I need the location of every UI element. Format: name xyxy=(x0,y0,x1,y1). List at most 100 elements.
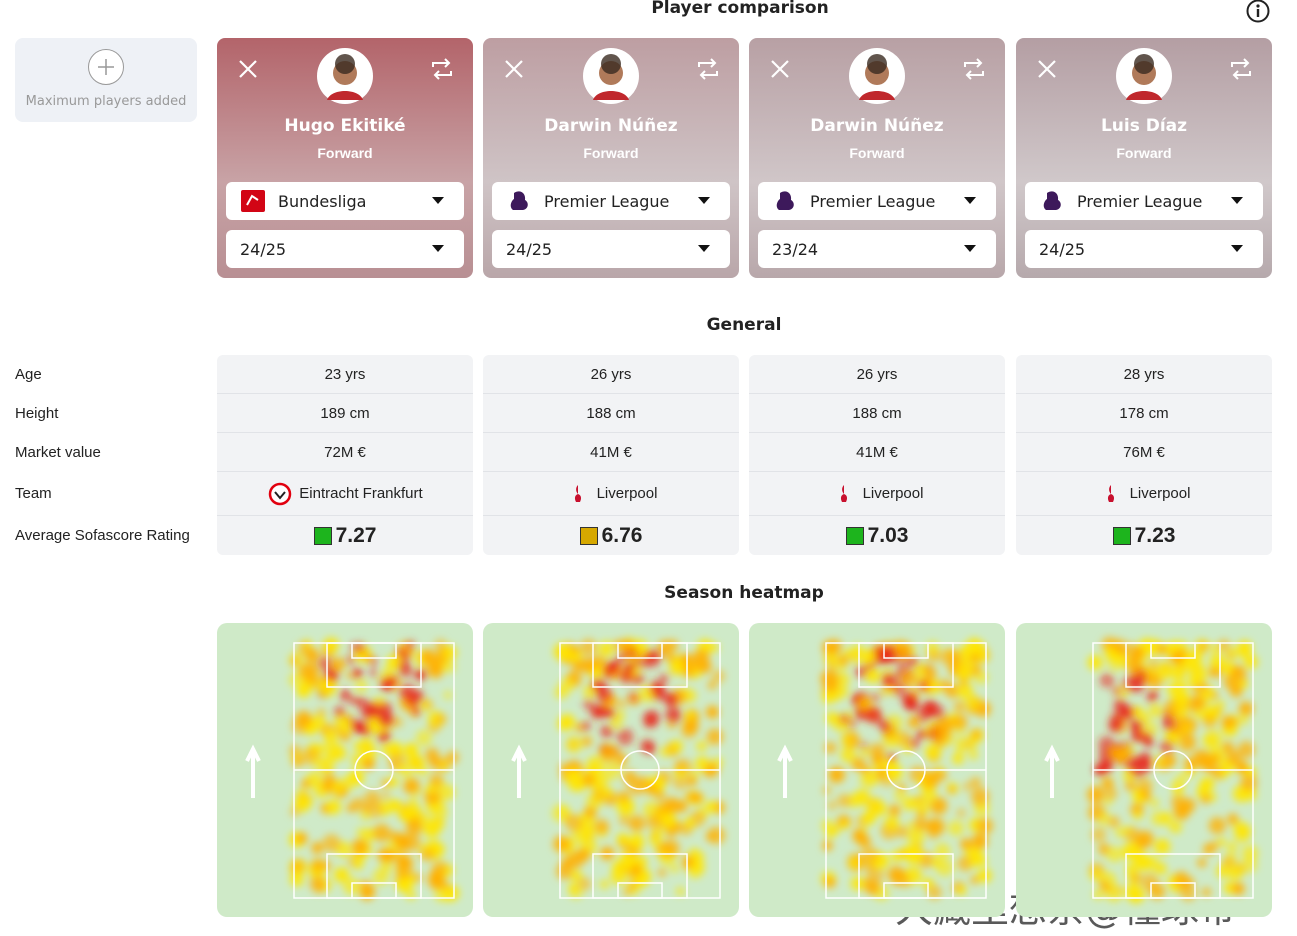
row-label: Team xyxy=(15,485,52,502)
remove-button[interactable] xyxy=(237,58,259,80)
remove-button[interactable] xyxy=(1036,58,1058,80)
league-logo xyxy=(510,191,528,210)
remove-button[interactable] xyxy=(503,58,525,80)
swap-button[interactable] xyxy=(429,56,455,82)
league-logo xyxy=(241,190,265,212)
stat-value: 41M € xyxy=(856,443,898,461)
stat-value: 23 yrs xyxy=(324,365,366,383)
league-logo xyxy=(776,191,794,210)
dropdown-arrow xyxy=(432,245,444,252)
season-label: 23/24 xyxy=(772,239,819,259)
dropdown-arrow xyxy=(964,197,976,204)
stat-cell: 26 yrs xyxy=(483,355,739,394)
stat-value: Liverpool xyxy=(1129,485,1191,502)
player-name: Luis Díaz xyxy=(1100,116,1188,136)
league-name: Premier League xyxy=(544,191,670,211)
stat-value: 76M € xyxy=(1123,443,1165,461)
season-label: 24/25 xyxy=(506,239,553,259)
league-name: Premier League xyxy=(1077,191,1203,211)
rating-value: 6.76 xyxy=(601,523,643,547)
stat-value: 26 yrs xyxy=(590,365,632,383)
team-logo xyxy=(269,482,292,505)
swap-button[interactable] xyxy=(961,56,987,82)
stat-cell: 72M € xyxy=(217,433,473,472)
stat-value: 41M € xyxy=(590,443,632,461)
stat-cell: Liverpool xyxy=(483,472,739,516)
player-card: Hugo Ekitiké Forward Bundesliga 24/25 xyxy=(217,38,473,278)
stat-value: 28 yrs xyxy=(1123,365,1165,383)
season-label: 24/25 xyxy=(1039,239,1086,259)
heatmap-title: Season heatmap xyxy=(664,583,824,603)
stat-cell: 188 cm xyxy=(749,394,1005,433)
stat-value: 26 yrs xyxy=(856,365,898,383)
stat-cell: 23 yrs xyxy=(217,355,473,394)
stat-cell: Eintracht Frankfurt xyxy=(217,472,473,516)
season-dropdown[interactable]: 23/24 xyxy=(758,230,996,268)
stat-cell: 76M € xyxy=(1016,433,1272,472)
rating-value: 7.23 xyxy=(1134,523,1176,547)
heatmap xyxy=(1016,623,1272,917)
league-dropdown[interactable]: Bundesliga xyxy=(226,182,464,220)
league-dropdown[interactable]: Premier League xyxy=(492,182,730,220)
stat-cell: 41M € xyxy=(749,433,1005,472)
stat-cell: 7.03 xyxy=(749,516,1005,555)
dropdown-arrow xyxy=(698,197,710,204)
swap-button[interactable] xyxy=(695,56,721,82)
stat-cell: Liverpool xyxy=(1016,472,1272,516)
season-dropdown[interactable]: 24/25 xyxy=(1025,230,1263,268)
player-card: Darwin Núñez Forward Premier League 23/24 xyxy=(749,38,1005,278)
player-avatar xyxy=(583,48,639,104)
row-label: Age xyxy=(15,366,42,383)
add-slot-label: Maximum players added xyxy=(25,94,187,109)
dropdown-arrow xyxy=(964,245,976,252)
stat-cell: Liverpool xyxy=(749,472,1005,516)
dropdown-arrow xyxy=(432,197,444,204)
stat-cell: 178 cm xyxy=(1016,394,1272,433)
stat-cell: 7.23 xyxy=(1016,516,1272,555)
stat-value: Liverpool xyxy=(596,485,658,502)
player-card: Luis Díaz Forward Premier League 24/25 xyxy=(1016,38,1272,278)
team-logo xyxy=(840,484,847,502)
league-logo xyxy=(1043,191,1061,210)
player-avatar xyxy=(1116,48,1172,104)
stat-value: Eintracht Frankfurt xyxy=(299,485,423,502)
rating-badge xyxy=(313,526,332,545)
player-position: Forward xyxy=(317,145,373,161)
stat-value: Liverpool xyxy=(862,485,924,502)
rating-badge xyxy=(579,526,598,545)
heatmap xyxy=(217,623,473,917)
add-player-slot[interactable]: Maximum players added xyxy=(15,38,197,122)
dropdown-arrow xyxy=(698,245,710,252)
dropdown-arrow xyxy=(1231,245,1243,252)
rating-badge xyxy=(1112,526,1131,545)
swap-button[interactable] xyxy=(1228,56,1254,82)
stat-value: 72M € xyxy=(324,443,366,461)
player-name: Darwin Núñez xyxy=(544,116,678,136)
player-position: Forward xyxy=(849,145,905,161)
stat-value: 188 cm xyxy=(852,404,902,422)
player-name: Hugo Ekitiké xyxy=(284,116,406,136)
season-dropdown[interactable]: 24/25 xyxy=(226,230,464,268)
add-icon xyxy=(88,49,124,85)
stat-cell: 41M € xyxy=(483,433,739,472)
league-dropdown[interactable]: Premier League xyxy=(1025,182,1263,220)
rating-value: 7.27 xyxy=(335,523,377,547)
league-dropdown[interactable]: Premier League xyxy=(758,182,996,220)
remove-button[interactable] xyxy=(769,58,791,80)
league-name: Bundesliga xyxy=(278,191,367,211)
season-dropdown[interactable]: 24/25 xyxy=(492,230,730,268)
stat-value: 189 cm xyxy=(320,404,370,422)
stat-cell: 6.76 xyxy=(483,516,739,555)
info-button[interactable] xyxy=(1245,0,1271,24)
player-card: Darwin Núñez Forward Premier League 24/25 xyxy=(483,38,739,278)
team-logo xyxy=(1107,484,1114,502)
stat-value: 188 cm xyxy=(586,404,636,422)
heatmap xyxy=(483,623,739,917)
player-avatar xyxy=(849,48,905,104)
stat-cell: 188 cm xyxy=(483,394,739,433)
page-title: Player comparison xyxy=(651,0,829,18)
dropdown-arrow xyxy=(1231,197,1243,204)
stat-value: 178 cm xyxy=(1119,404,1169,422)
general-title: General xyxy=(706,315,782,335)
